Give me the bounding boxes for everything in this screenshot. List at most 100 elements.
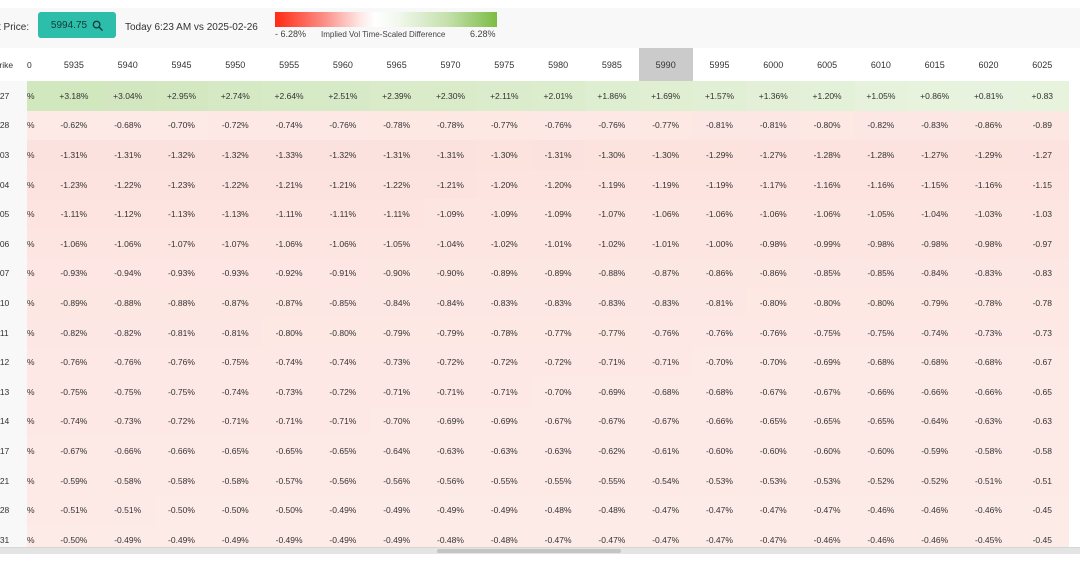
heatmap-cell[interactable]: +1.20% — [800, 81, 854, 111]
heatmap-cell[interactable]: -1.27 — [1015, 140, 1070, 170]
heatmap-cell[interactable]: -1.27% — [746, 140, 801, 170]
heatmap-cell[interactable]: -0.60% — [800, 436, 854, 466]
heatmap-cell[interactable]: -0.65% — [854, 406, 908, 437]
heatmap-cell[interactable]: -0.50% — [47, 525, 101, 548]
heatmap-cell[interactable]: -1.21% — [316, 169, 370, 200]
heatmap-cell[interactable]: -0.72% — [477, 347, 532, 377]
heatmap-cell[interactable]: -0.63% — [423, 436, 478, 466]
heatmap-cell[interactable]: -0.82% — [100, 317, 155, 348]
heatmap-cell[interactable]: -0.60% — [692, 436, 747, 466]
heatmap-cell[interactable]: -1.06% — [800, 199, 854, 229]
heatmap-cell[interactable]: +2.51% — [316, 81, 370, 111]
heatmap-cell[interactable]: -0.79% — [907, 288, 962, 318]
heatmap-cell[interactable]: -1.03% — [961, 199, 1016, 229]
heatmap-cell[interactable]: -0.66% — [961, 377, 1016, 407]
heatmap-cell[interactable]: -0.71% — [423, 377, 478, 407]
heatmap-cell[interactable]: -0.49% — [369, 525, 424, 548]
heatmap-cell[interactable]: -0.74% — [316, 347, 370, 377]
heatmap-cell[interactable]: -1.11% — [47, 199, 101, 229]
heatmap-cell[interactable]: -0.78% — [477, 317, 532, 348]
heatmap-cell[interactable]: -1.06% — [692, 199, 747, 229]
heatmap-cell[interactable]: -0.65% — [316, 436, 370, 466]
heatmap-cell[interactable]: -1.07% — [154, 229, 209, 259]
heatmap-cell[interactable]: -1.33% — [262, 140, 316, 170]
heatmap-cell[interactable]: -0.58% — [208, 465, 263, 496]
heatmap-cell[interactable]: -1.31% — [100, 140, 155, 170]
heatmap-cell[interactable]: -1.11% — [262, 199, 316, 229]
heatmap-cell[interactable]: -1.30% — [477, 140, 532, 170]
heatmap-cell[interactable]: -1.31% — [47, 140, 101, 170]
heatmap-cell[interactable]: -0.64% — [907, 406, 962, 437]
heatmap-cell[interactable]: -0.74% — [262, 110, 316, 141]
heatmap-cell[interactable]: +3.04% — [100, 81, 155, 111]
strike-header-5970[interactable]: 5970 — [440, 59, 461, 70]
heatmap-cell[interactable]: -0.83% — [477, 288, 532, 318]
heatmap-cell[interactable]: -0.83% — [961, 258, 1016, 289]
heatmap-cell[interactable]: -1.20% — [531, 169, 585, 200]
heatmap-cell[interactable]: -1.17% — [746, 169, 801, 200]
heatmap-cell[interactable]: -0.81% — [746, 110, 801, 141]
heatmap-cell[interactable]: -0.89% — [47, 288, 101, 318]
heatmap-cell[interactable]: -0.68% — [961, 347, 1016, 377]
heatmap-cell[interactable]: -0.46% — [854, 495, 908, 525]
heatmap-cell[interactable]: -0.98% — [907, 229, 962, 259]
heatmap-cell[interactable]: -1.22% — [369, 169, 424, 200]
heatmap-cell[interactable]: -1.06% — [316, 229, 370, 259]
heatmap-cell[interactable]: -0.81% — [208, 317, 263, 348]
heatmap-cell[interactable]: -0.89% — [477, 258, 532, 289]
heatmap-cell[interactable]: +2.74% — [208, 81, 263, 111]
heatmap-cell[interactable]: -0.68% — [907, 347, 962, 377]
heatmap-cell[interactable]: -0.56% — [423, 465, 478, 496]
heatmap-cell[interactable]: +0.83 — [1015, 81, 1070, 111]
heatmap-cell[interactable]: -0.65 — [1015, 377, 1070, 407]
strike-header-5995[interactable]: 5995 — [709, 59, 730, 70]
heatmap-cell[interactable]: +1.69% — [638, 81, 693, 111]
heatmap-cell[interactable]: -0.70% — [692, 347, 747, 377]
heatmap-cell[interactable]: +2.64% — [262, 81, 316, 111]
heatmap-cell[interactable]: -0.63 — [1015, 406, 1070, 437]
heatmap-cell[interactable]: -0.48% — [531, 495, 585, 525]
strike-header-6010[interactable]: 6010 — [870, 59, 891, 70]
strike-header-5980[interactable]: 5980 — [548, 59, 569, 70]
heatmap-cell[interactable]: -0.53% — [800, 465, 854, 496]
heatmap-cell[interactable]: -1.05% — [369, 229, 424, 259]
heatmap-cell[interactable]: -0.76% — [47, 347, 101, 377]
heatmap-cell[interactable]: -0.68% — [692, 377, 747, 407]
heatmap-cell[interactable]: -0.45 — [1015, 495, 1070, 525]
heatmap-cell[interactable]: -0.55% — [477, 465, 532, 496]
heatmap-cell[interactable]: -0.49% — [316, 525, 370, 548]
heatmap-cell[interactable]: -0.62% — [47, 110, 101, 141]
heatmap-cell[interactable]: -1.04% — [423, 229, 478, 259]
heatmap-cell[interactable]: -0.98% — [854, 229, 908, 259]
heatmap-cell[interactable]: -0.80% — [854, 288, 908, 318]
heatmap-cell[interactable]: -0.47% — [692, 525, 747, 548]
heatmap-cell[interactable]: -0.55% — [531, 465, 585, 496]
heatmap-cell[interactable]: -0.67% — [47, 436, 101, 466]
heatmap-cell[interactable]: -0.93% — [47, 258, 101, 289]
heatmap-cell[interactable]: -0.83 — [1015, 258, 1070, 289]
heatmap-cell[interactable]: -0.49% — [423, 495, 478, 525]
heatmap-cell[interactable]: -0.69% — [800, 347, 854, 377]
heatmap-cell[interactable]: -1.16% — [961, 169, 1016, 200]
heatmap-cell[interactable]: -0.83% — [638, 288, 693, 318]
heatmap-cell[interactable]: -1.06% — [47, 229, 101, 259]
heatmap-cell[interactable]: -0.58 — [1015, 436, 1070, 466]
heatmap-cell[interactable]: +1.05% — [854, 81, 908, 111]
heatmap-cell[interactable]: -1.06% — [262, 229, 316, 259]
heatmap-cell[interactable]: -0.88% — [585, 258, 639, 289]
heatmap-cell[interactable]: -1.23% — [154, 169, 209, 200]
heatmap-cell[interactable]: -0.79% — [369, 317, 424, 348]
heatmap-cell[interactable]: -0.86% — [746, 258, 801, 289]
heatmap-cell[interactable]: -0.94% — [100, 258, 155, 289]
strike-header-5965[interactable]: 5965 — [386, 59, 407, 70]
heatmap-cell[interactable]: -0.49% — [100, 525, 155, 548]
horizontal-scrollbar-thumb[interactable] — [437, 549, 621, 553]
heatmap-cell[interactable]: -0.52% — [854, 465, 908, 496]
heatmap-cell[interactable]: -0.86% — [692, 258, 747, 289]
heatmap-cell[interactable]: -0.90% — [369, 258, 424, 289]
heatmap-cell[interactable]: -0.83% — [907, 110, 962, 141]
heatmap-cell[interactable]: -1.23% — [47, 169, 101, 200]
heatmap-cell[interactable]: -0.51% — [100, 495, 155, 525]
heatmap-cell[interactable]: -1.06% — [746, 199, 801, 229]
heatmap-cell[interactable]: -1.16% — [800, 169, 854, 200]
